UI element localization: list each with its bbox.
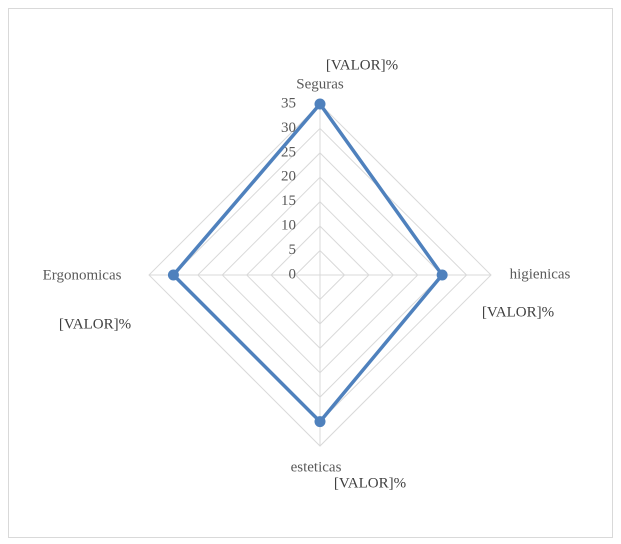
r-tick-label: 20 — [281, 169, 296, 185]
marker — [167, 269, 179, 281]
r-tick-label: 30 — [281, 120, 296, 136]
data-label: [VALOR]% — [326, 57, 398, 73]
data-label: [VALOR]% — [482, 304, 554, 320]
category-label: Ergonomicas — [43, 267, 122, 283]
data-label: [VALOR]% — [334, 475, 406, 491]
category-label: higienicas — [510, 266, 571, 282]
r-tick-label: 35 — [281, 95, 296, 111]
marker — [436, 269, 448, 281]
r-tick-label: 25 — [281, 144, 296, 160]
marker — [314, 416, 326, 428]
r-tick-label: 5 — [289, 242, 297, 258]
category-label: esteticas — [291, 459, 342, 475]
data-label: [VALOR]% — [59, 316, 131, 332]
category-label: Seguras — [296, 76, 344, 92]
r-tick-label: 0 — [289, 266, 297, 282]
chart-frame — [8, 8, 613, 538]
r-tick-label: 10 — [281, 218, 296, 234]
r-tick-label: 15 — [281, 193, 296, 209]
marker — [314, 98, 326, 110]
